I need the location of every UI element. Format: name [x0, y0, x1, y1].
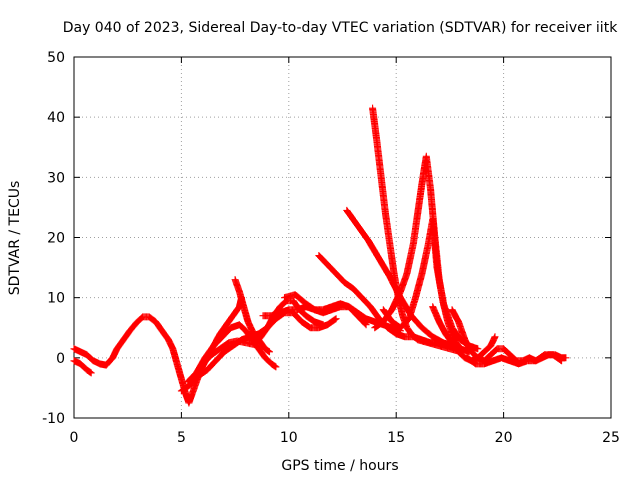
y-tick-label: -10 — [42, 411, 65, 427]
data-point-markers — [70, 357, 95, 377]
data-point-markers — [463, 351, 566, 368]
x-tick-label: 0 — [70, 430, 79, 446]
x-tick-label: 10 — [280, 430, 298, 446]
grid-lines — [74, 57, 611, 418]
y-tick-label: 30 — [47, 170, 65, 186]
data-series — [70, 104, 570, 407]
chart-title: Day 040 of 2023, Sidereal Day-to-day VTE… — [63, 20, 618, 36]
y-tick-label: 40 — [47, 110, 65, 126]
series-arc-13 — [379, 215, 482, 353]
y-tick-label: 10 — [47, 291, 65, 307]
data-point-markers — [281, 291, 370, 329]
x-tick-label: 5 — [177, 430, 186, 446]
data-point-markers — [231, 276, 273, 356]
y-tick-label: 50 — [47, 50, 65, 66]
series-arc-6 — [231, 276, 273, 356]
x-axis-label: GPS time / hours — [281, 458, 398, 474]
x-tick-label: 20 — [495, 430, 513, 446]
y-tick-label: 20 — [47, 231, 65, 247]
y-tick-label: 0 — [56, 351, 65, 367]
series-arc-16 — [463, 351, 566, 368]
series-arc-8 — [281, 291, 370, 329]
series-arc-2 — [70, 357, 95, 377]
x-tick-label: 15 — [387, 430, 405, 446]
data-point-markers — [199, 297, 327, 368]
data-point-markers — [379, 215, 482, 353]
series-arc-5 — [199, 297, 327, 368]
x-tick-label: 25 — [602, 430, 620, 446]
y-axis-label: SDTVAR / TECUs — [7, 181, 23, 296]
axis-ticks: 0 5 10 15 20 25 -10 0 10 20 30 40 50 — [42, 50, 620, 446]
